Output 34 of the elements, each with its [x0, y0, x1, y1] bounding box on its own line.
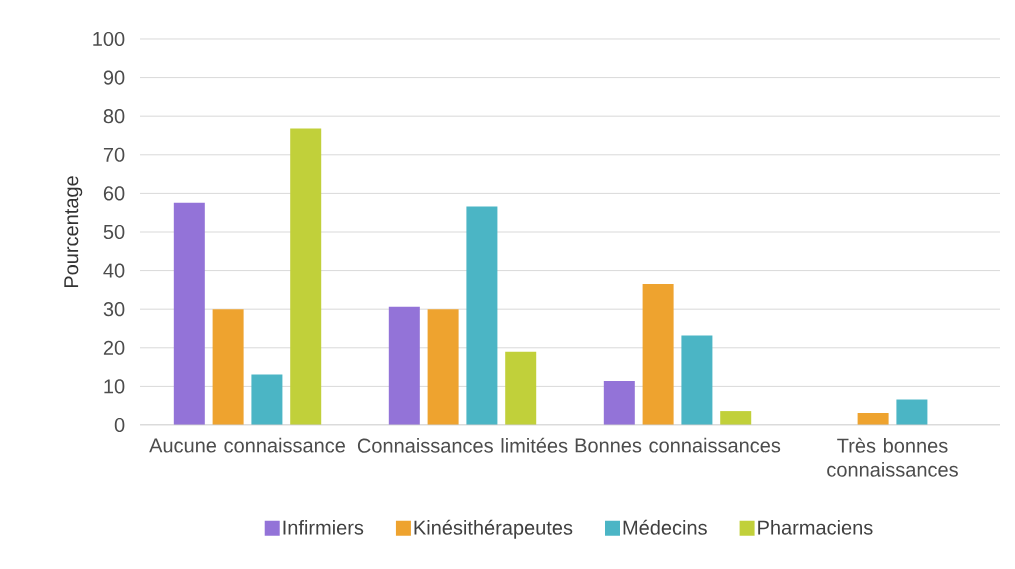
y-axis-title: Pourcentage [64, 176, 83, 288]
y-tick-label: 80 [103, 109, 125, 124]
legend-label: Kinésithérapeutes [414, 519, 573, 539]
legend-label: Infirmiers [283, 519, 364, 535]
bar [212, 309, 244, 425]
bar [857, 413, 889, 425]
y-tick-label: 90 [103, 70, 125, 85]
bar [642, 284, 674, 425]
x-tick-label: Bonnes connaissances [575, 437, 781, 453]
y-tick-label: 50 [103, 224, 125, 240]
bar [505, 351, 537, 425]
y-tick-label: 30 [103, 302, 125, 317]
bar [251, 374, 283, 425]
x-tick-label: Aucune connaissance [149, 437, 345, 453]
bar [896, 399, 928, 425]
bar [427, 309, 459, 425]
x-tick-label: Connaissances limitées [357, 437, 568, 453]
x-tick-label: Très bonnes connaissances [827, 437, 958, 477]
legend-label: Médecins [623, 519, 707, 535]
y-tick-label: 0 [114, 417, 125, 433]
bar [388, 306, 420, 425]
bar [603, 380, 635, 425]
y-tick-label: 10 [104, 379, 125, 394]
bar [290, 128, 322, 425]
bar [173, 202, 205, 425]
y-tick-label: 40 [103, 263, 125, 278]
bar [466, 206, 498, 425]
y-tick-label: 70 [103, 147, 125, 162]
bar [720, 411, 752, 425]
legend-label: Pharmaciens [758, 519, 873, 535]
y-tick-label: 100 [93, 31, 125, 47]
y-tick-label: 60 [103, 186, 125, 201]
y-tick-label: 20 [103, 340, 125, 355]
bar [681, 335, 713, 425]
